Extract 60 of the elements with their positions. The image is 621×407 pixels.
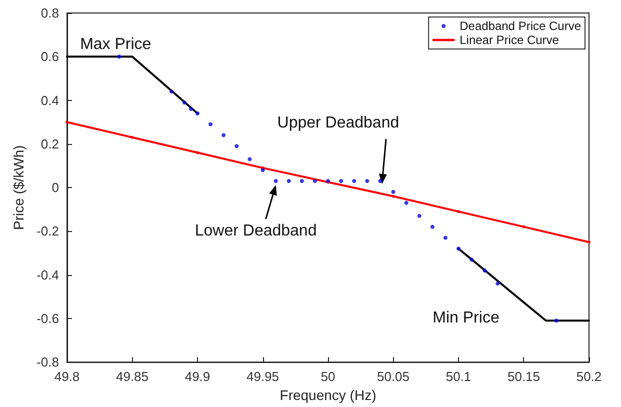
y-tick-label: 0.2 <box>40 136 59 152</box>
point <box>365 179 370 184</box>
point <box>234 144 239 148</box>
y-tick-label: -0.8 <box>36 354 59 370</box>
point <box>66 120 68 124</box>
point <box>169 90 174 94</box>
point <box>312 179 317 184</box>
point <box>274 179 278 184</box>
point <box>430 224 434 229</box>
point <box>496 282 500 286</box>
point <box>248 157 252 162</box>
point <box>352 179 356 184</box>
point <box>378 179 382 184</box>
point <box>392 194 395 198</box>
x-tick-label: 50 <box>320 369 336 384</box>
point <box>130 136 134 139</box>
point <box>391 190 396 194</box>
x-tick-label: 49.8 <box>54 369 80 384</box>
point <box>554 318 558 323</box>
point <box>470 258 474 262</box>
y-tick-label: -0.6 <box>36 310 59 326</box>
y-tick-label: 0 <box>52 180 59 196</box>
annotation: Lower Deadband <box>194 222 317 240</box>
y-tick-label: 0.8 <box>40 6 59 20</box>
point <box>182 100 186 104</box>
point <box>300 179 304 184</box>
annotation: Min Price <box>432 310 500 326</box>
point <box>117 54 122 59</box>
point <box>417 214 422 218</box>
y-tick-label: -0.4 <box>36 267 59 282</box>
point <box>339 179 344 184</box>
point <box>208 122 213 126</box>
x-tick-label: 50.05 <box>376 369 410 384</box>
x-axis-title: Frequency (Hz) <box>280 387 376 403</box>
point <box>404 200 408 205</box>
point <box>188 107 193 111</box>
point <box>196 111 200 116</box>
point <box>222 133 226 138</box>
annotation: Upper Deadband <box>277 114 400 132</box>
y-tick-label: 0.4 <box>40 92 59 108</box>
y-tick-label: 0.6 <box>40 49 59 64</box>
y-axis-title: Price ($/kWh) <box>10 145 27 230</box>
point <box>457 210 460 214</box>
point <box>443 236 448 240</box>
point <box>196 151 199 154</box>
point <box>456 246 460 251</box>
annotation: Max Price <box>80 36 152 54</box>
legend-label: Linear Price Curve <box>460 33 560 47</box>
y-tick-label: -0.2 <box>36 224 59 239</box>
legend-label: Deadband Price Curve <box>460 19 582 33</box>
x-tick-label: 49.95 <box>246 369 280 384</box>
point <box>286 179 291 184</box>
point <box>482 268 487 272</box>
x-tick-label: 50.1 <box>446 369 472 384</box>
x-tick-label: 50.2 <box>576 369 602 384</box>
x-tick-label: 49.85 <box>116 369 149 384</box>
point <box>588 240 590 244</box>
point <box>260 168 265 172</box>
x-tick-label: 49.9 <box>184 369 210 384</box>
x-tick-label: 50.15 <box>507 369 540 384</box>
